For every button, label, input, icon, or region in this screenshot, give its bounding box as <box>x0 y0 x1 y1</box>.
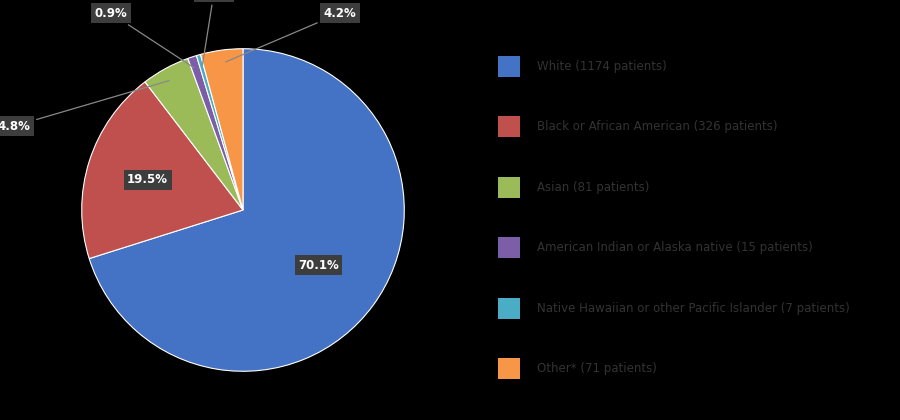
FancyBboxPatch shape <box>498 298 520 319</box>
Text: 4.2%: 4.2% <box>226 7 356 62</box>
Text: White (1174 patients): White (1174 patients) <box>537 60 667 73</box>
FancyBboxPatch shape <box>498 116 520 137</box>
Text: Black or African American (326 patients): Black or African American (326 patients) <box>537 121 778 133</box>
Wedge shape <box>145 58 243 210</box>
Wedge shape <box>82 82 243 259</box>
FancyBboxPatch shape <box>498 358 520 379</box>
Text: Asian (81 patients): Asian (81 patients) <box>537 181 650 194</box>
FancyBboxPatch shape <box>498 56 520 77</box>
FancyBboxPatch shape <box>498 237 520 258</box>
Wedge shape <box>201 49 243 210</box>
Text: 70.1%: 70.1% <box>298 259 338 272</box>
FancyBboxPatch shape <box>498 177 520 198</box>
Text: 0.4%: 0.4% <box>198 0 230 65</box>
Text: American Indian or Alaska native (15 patients): American Indian or Alaska native (15 pat… <box>537 241 813 254</box>
Text: 19.5%: 19.5% <box>127 173 168 186</box>
Wedge shape <box>89 49 404 371</box>
Text: Native Hawaiian or other Pacific Islander (7 patients): Native Hawaiian or other Pacific Islande… <box>537 302 850 315</box>
Wedge shape <box>188 55 243 210</box>
Text: Other* (71 patients): Other* (71 patients) <box>537 362 657 375</box>
Text: 0.9%: 0.9% <box>94 7 194 68</box>
Text: 4.8%: 4.8% <box>0 81 169 133</box>
Wedge shape <box>196 55 243 210</box>
